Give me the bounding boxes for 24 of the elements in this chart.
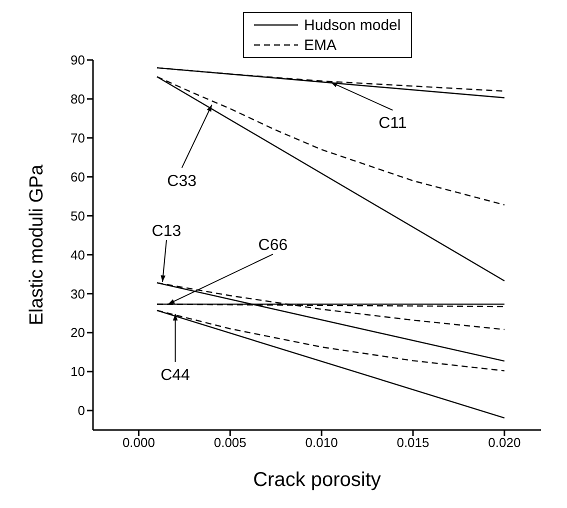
annotation: C11 xyxy=(378,115,407,132)
y-tick-label: 0 xyxy=(78,403,85,418)
y-tick-label: 90 xyxy=(70,52,85,68)
y-tick-label: 50 xyxy=(70,208,85,224)
annotation: C44 xyxy=(160,366,190,384)
x-tick-label: 0.010 xyxy=(305,435,338,450)
y-tick-label: 40 xyxy=(70,247,85,262)
y-tick-label: 60 xyxy=(70,169,85,184)
x-tick-label: 0.015 xyxy=(396,435,430,450)
x-tick-label: 0.005 xyxy=(214,435,246,450)
y-tick-label: 30 xyxy=(70,286,85,302)
x-tick-label: 0.000 xyxy=(122,435,155,450)
legend-label: Hudson model xyxy=(304,16,401,34)
y-axis-title: Elastic moduli GPa xyxy=(26,164,48,326)
annotation: C66 xyxy=(258,237,288,254)
x-tick-label: 0.020 xyxy=(488,435,521,450)
y-tick-label: 20 xyxy=(70,325,85,340)
y-tick-label: 10 xyxy=(70,364,85,380)
annotation: C33 xyxy=(167,172,197,190)
y-tick-label: 70 xyxy=(70,130,85,146)
annotation: C13 xyxy=(152,223,182,240)
legend-label: EMA xyxy=(304,36,337,54)
y-tick-label: 80 xyxy=(70,92,85,107)
x-axis-title: Crack porosity xyxy=(253,469,381,491)
